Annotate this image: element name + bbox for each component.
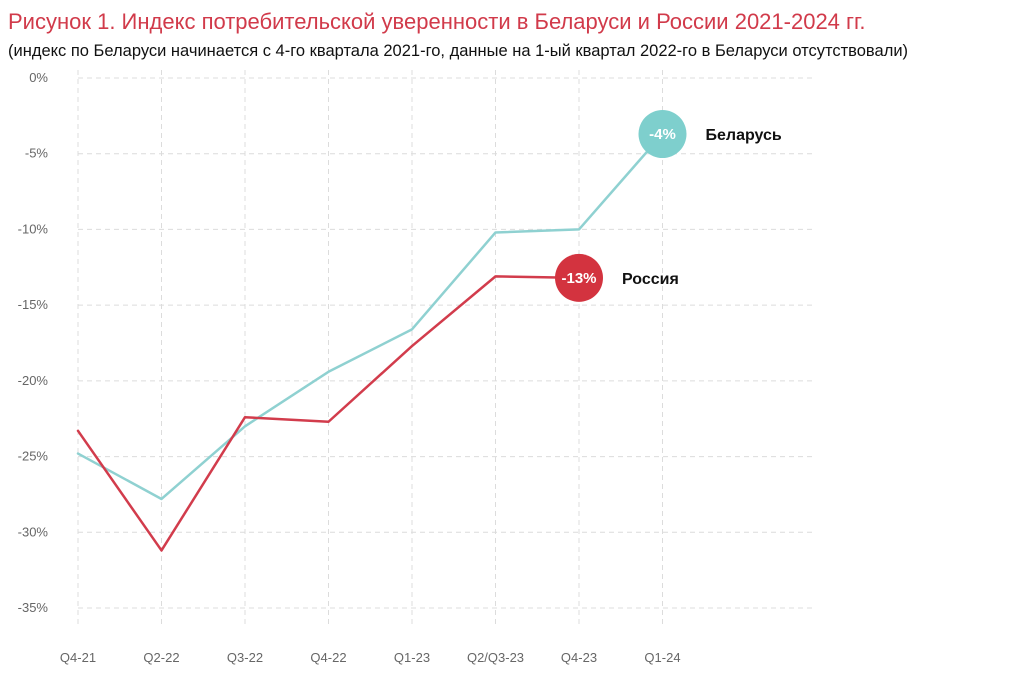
chart-title: Рисунок 1. Индекс потребительской уверен… [8,9,866,34]
series-end-markers: -4% Беларусь -13% Россия [555,110,782,302]
y-tick-label: -5% [25,146,49,161]
end-bubble-russia [555,253,603,302]
x-tick-label: Q4-23 [561,650,597,665]
y-tick-label: -10% [18,221,49,236]
series-line-russia [76,275,581,552]
x-tick-label: Q4-22 [310,650,346,665]
x-tick-label: Q1-24 [644,650,680,665]
end-value-label-belarus: -4% [649,126,676,143]
x-tick-label: Q1-23 [394,650,430,665]
y-tick-label: -15% [18,297,49,312]
y-tick-label: -30% [18,524,49,539]
end-bubble-belarus [638,110,687,159]
y-axis-labels: 0% -5% -10% -15% -20% -25% -30% -35% [18,70,49,615]
chart-subtitle: (индекс по Беларуси начинается с 4-го кв… [8,42,909,60]
x-tick-label: Q3-22 [227,650,263,665]
grid-lines [77,70,812,626]
y-tick-label: -20% [18,373,49,388]
series-name-label-belarus: Беларусь [706,127,782,144]
x-tick-label: Q4-21 [60,650,96,665]
series-name-label-russia: Россия [622,271,679,288]
y-tick-label: 0% [29,70,48,85]
series-line-belarus [76,132,664,501]
end-value-label-russia: -13% [561,270,596,287]
x-tick-label: Q2-22 [143,650,179,665]
y-tick-label: -35% [18,600,49,615]
series-lines [76,132,664,552]
y-tick-label: -25% [18,449,49,464]
x-tick-label: Q2/Q3-23 [467,650,524,665]
x-axis-labels: Q4-21 Q2-22 Q3-22 Q4-22 Q1-23 Q2/Q3-23 Q4-23 Q1… [60,650,681,665]
